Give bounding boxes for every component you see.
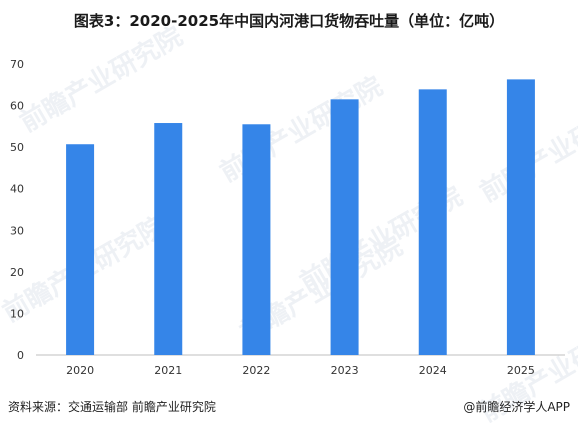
watermark: 前瞻产业研究院	[15, 21, 188, 139]
y-tick-label: 50	[10, 141, 24, 154]
plot-area: 0 10 20 30 40 50 60 70 2020 2021 2022 2023 2024 2025	[10, 58, 565, 377]
bar	[66, 144, 95, 355]
bar	[242, 124, 271, 356]
watermark: 前瞻产业研究院	[215, 71, 388, 189]
bar	[330, 99, 359, 355]
y-tick-label: 20	[10, 266, 24, 279]
x-tick-label: 2024	[419, 364, 447, 377]
bar	[154, 123, 183, 355]
x-tick-label: 2021	[154, 364, 182, 377]
bar	[418, 89, 447, 355]
y-tick-label: 30	[10, 224, 24, 237]
credit: @前瞻经济学人APP	[463, 400, 570, 414]
chart-title: 图表3：2020-2025年中国内河港口货物吞吐量（单位：亿吨）	[73, 12, 505, 30]
y-tick-label: 40	[10, 183, 24, 196]
x-tick-label: 2023	[331, 364, 359, 377]
y-tick-label: 70	[10, 58, 24, 71]
x-tick-label: 2020	[66, 364, 94, 377]
y-tick-label: 0	[17, 349, 24, 362]
y-tick-label: 10	[10, 307, 24, 320]
source-note: 资料来源：交通运输部 前瞻产业研究院	[8, 400, 216, 414]
bar	[506, 79, 535, 355]
y-tick-label: 60	[10, 100, 24, 113]
x-tick-label: 2025	[507, 364, 535, 377]
x-tick-label: 2022	[242, 364, 270, 377]
